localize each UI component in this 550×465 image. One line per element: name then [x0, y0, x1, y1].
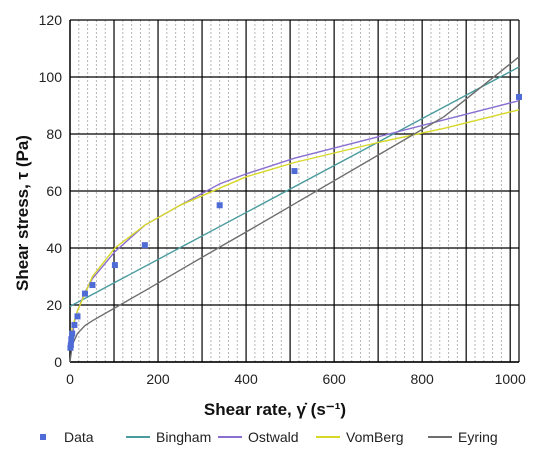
data-point [74, 313, 81, 320]
data-point [67, 341, 74, 348]
x-tick-label: 600 [322, 371, 346, 387]
legend-label: Ostwald [248, 429, 299, 445]
y-tick-label: 20 [46, 297, 62, 313]
legend-item-data: Data [40, 429, 94, 445]
series-line-vomberg [69, 109, 520, 348]
series-line-bingham [69, 66, 520, 308]
y-tick-label: 60 [46, 183, 62, 199]
series-layer [67, 56, 522, 363]
legend-label: Eyring [458, 429, 498, 445]
data-point [68, 336, 75, 343]
x-axis-title: Shear rate, γ̇ (s⁻¹) [204, 400, 346, 419]
y-tick-label: 80 [46, 126, 62, 142]
y-axis-title: Shear stress, τ (Pa) [13, 135, 32, 291]
data-point [141, 242, 148, 249]
series-line-ostwald [69, 100, 520, 351]
data-point [216, 202, 223, 209]
y-tick-label: 0 [54, 354, 62, 370]
y-tick-label: 100 [39, 69, 63, 85]
x-tick-label: 0 [66, 371, 74, 387]
y-tick-label: 40 [46, 240, 62, 256]
data-point [291, 168, 298, 175]
legend-item-vomberg: VomBerg [316, 429, 404, 445]
data-point [69, 330, 76, 337]
data-point [111, 262, 118, 269]
legend-label: Data [64, 429, 94, 445]
x-tick-label: 400 [234, 371, 258, 387]
x-tick-label: 800 [410, 371, 434, 387]
series-line-eyring [69, 56, 520, 363]
x-tick-label: 1000 [495, 371, 526, 387]
x-tick-label: 200 [146, 371, 170, 387]
y-tick-label: 120 [39, 12, 63, 28]
legend-label: Bingham [156, 429, 211, 445]
data-point [71, 321, 78, 328]
legend-marker [40, 434, 46, 440]
legend-label: VomBerg [346, 429, 404, 445]
grid [69, 19, 520, 363]
legend-item-bingham: Bingham [126, 429, 211, 445]
legend-item-ostwald: Ostwald [218, 429, 299, 445]
data-point [516, 93, 522, 100]
data-point [89, 282, 96, 289]
tick-labels: 0 20 40 60 80 100 120 0 200 400 600 800 1000 [39, 12, 526, 387]
data-point [81, 290, 88, 297]
legend: Data Bingham Ostwald VomBerg Eyring [40, 429, 498, 445]
legend-item-eyring: Eyring [428, 429, 498, 445]
